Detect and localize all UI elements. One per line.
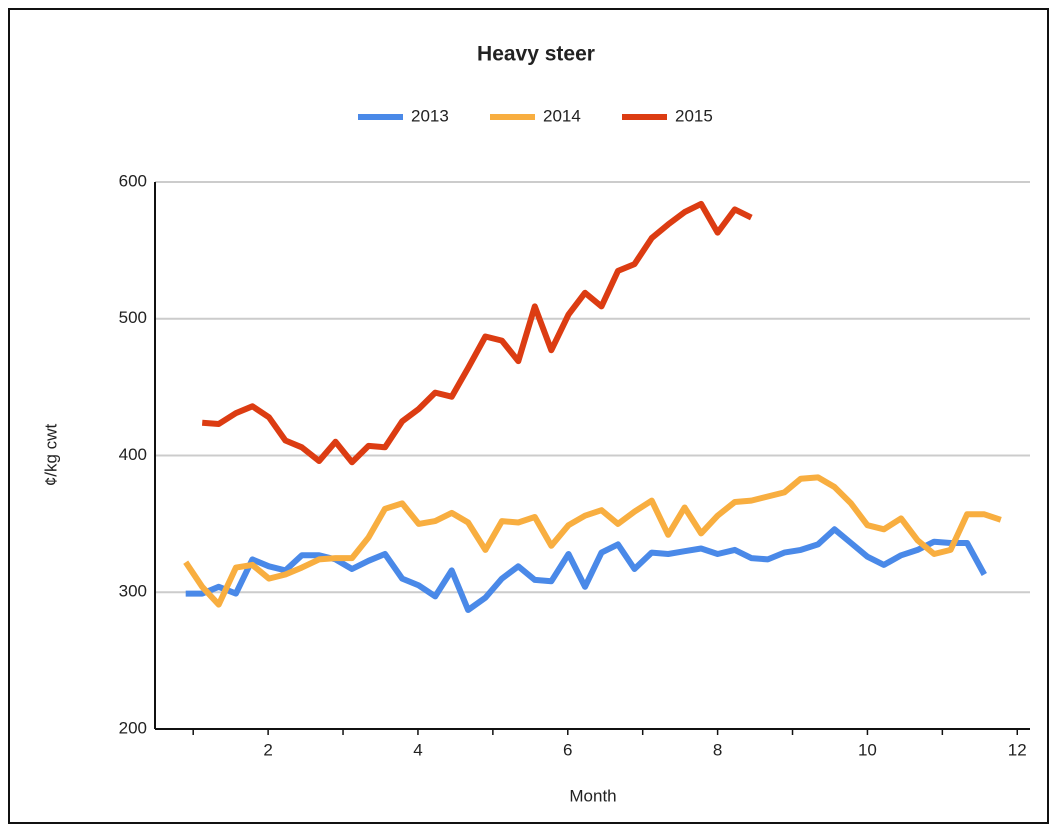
x-tick-label: 4 — [413, 740, 422, 759]
y-tick-label: 600 — [119, 171, 147, 190]
x-tick-label: 12 — [1008, 740, 1027, 759]
y-tick-label: 500 — [119, 308, 147, 327]
y-tick-label: 300 — [119, 582, 147, 601]
legend-label: 2013 — [411, 106, 449, 125]
chart-title: Heavy steer — [477, 43, 595, 66]
y-tick-label: 200 — [119, 718, 147, 737]
line-series — [183, 474, 1002, 608]
line-series — [201, 200, 753, 466]
legend-label: 2014 — [543, 106, 581, 125]
x-axis-label: Month — [569, 786, 616, 805]
y-tick-label: 400 — [119, 445, 147, 464]
x-tick-label: 6 — [563, 740, 572, 759]
line-series — [185, 526, 987, 613]
x-tick-label: 8 — [713, 740, 722, 759]
frame — [8, 8, 1049, 824]
x-tick-label: 10 — [858, 740, 877, 759]
legend-label: 2015 — [675, 106, 713, 125]
y-axis-label: ¢/kg cwt — [41, 424, 60, 487]
x-tick-label: 2 — [263, 740, 272, 759]
